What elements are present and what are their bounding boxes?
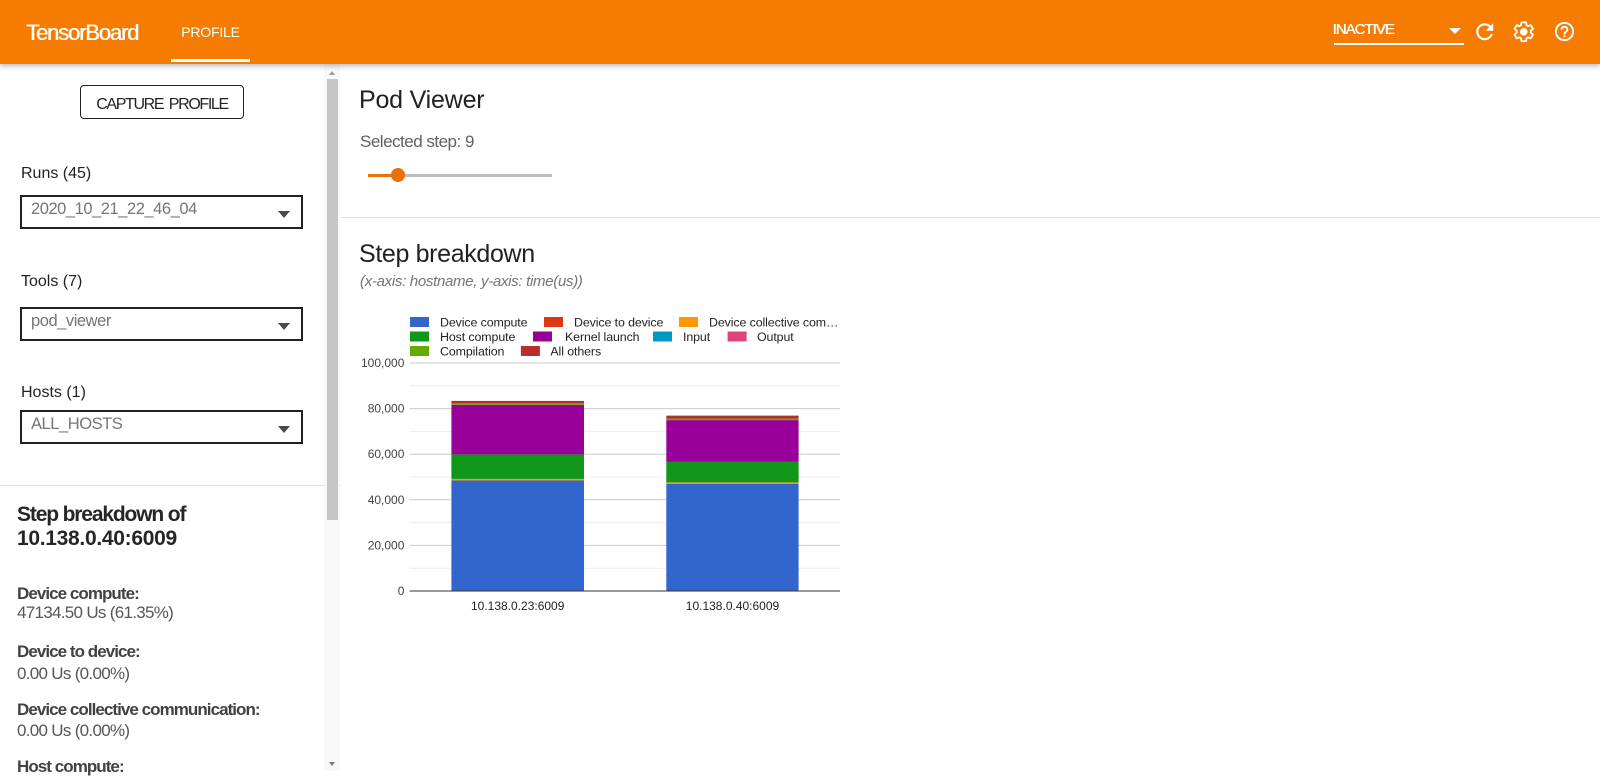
svg-text:Device collective com…: Device collective com… [709, 316, 838, 330]
svg-text:Output: Output [757, 330, 794, 344]
svg-text:Kernel launch: Kernel launch [565, 330, 640, 344]
svg-text:Device compute: Device compute [440, 316, 528, 330]
svg-text:100,000: 100,000 [361, 356, 405, 370]
svg-text:40,000: 40,000 [368, 493, 405, 507]
svg-text:Input: Input [683, 330, 711, 344]
svg-text:60,000: 60,000 [368, 447, 405, 461]
svg-text:Device to device: Device to device [574, 316, 664, 330]
svg-text:Host compute: Host compute [440, 330, 515, 344]
svg-text:10.138.0.40:6009: 10.138.0.40:6009 [686, 599, 780, 613]
svg-text:0: 0 [398, 584, 405, 598]
svg-text:20,000: 20,000 [368, 538, 405, 552]
svg-text:80,000: 80,000 [368, 402, 405, 416]
svg-text:Compilation: Compilation [440, 345, 505, 359]
svg-text:10.138.0.23:6009: 10.138.0.23:6009 [471, 599, 565, 613]
svg-text:All others: All others [550, 345, 601, 359]
